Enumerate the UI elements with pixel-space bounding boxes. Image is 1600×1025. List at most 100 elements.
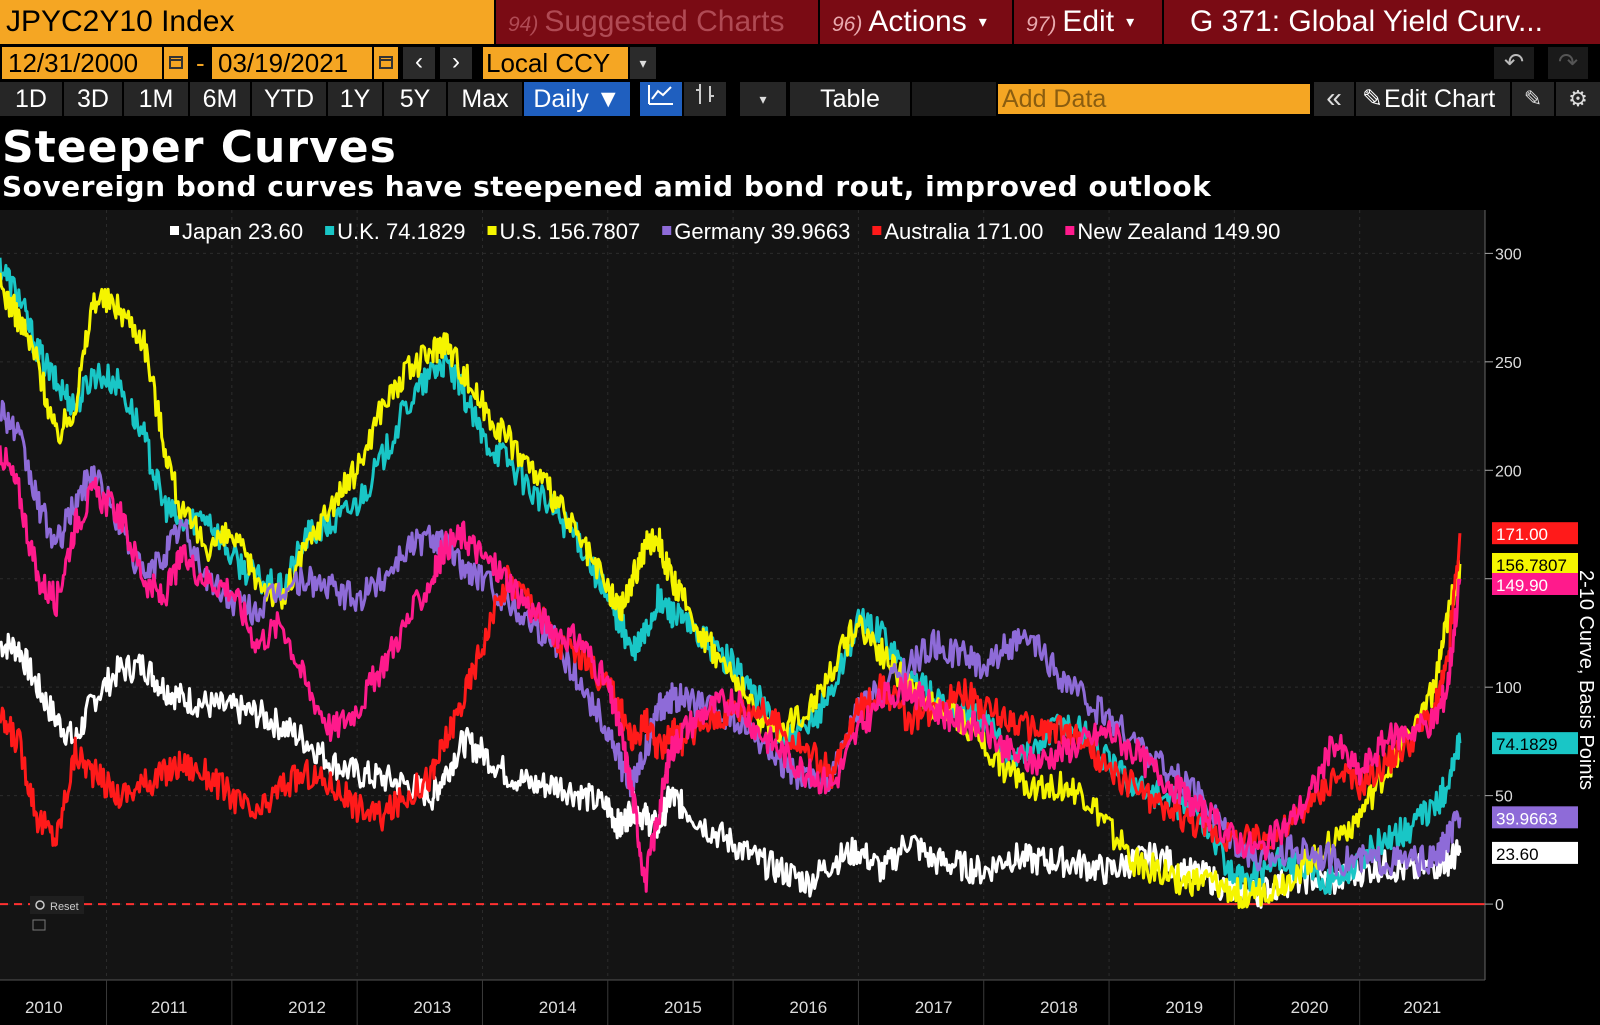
last-value-label: 23.60 — [1496, 845, 1539, 864]
y-tick-label: 50 — [1495, 789, 1513, 806]
legend-swatch — [662, 226, 672, 235]
edit-chart-label: Edit Chart — [1384, 85, 1496, 113]
legend-swatch — [325, 226, 335, 235]
period-1y[interactable]: 1Y — [328, 82, 382, 116]
actions-menu[interactable]: 96) Actions ▾ — [820, 0, 1012, 44]
legend-entry: Australia 171.00 — [884, 219, 1043, 244]
period-ytd[interactable]: YTD — [252, 82, 326, 116]
x-tick-label: 2018 — [1040, 998, 1078, 1017]
undo-button[interactable]: ↶ — [1494, 47, 1534, 79]
start-date-field[interactable]: 12/31/2000 — [2, 47, 162, 79]
series-lines — [0, 257, 1462, 909]
checkbox-icon[interactable] — [32, 919, 46, 931]
x-tick-label: 2014 — [539, 998, 577, 1017]
x-tick-label: 2017 — [915, 998, 953, 1017]
last-value-badge — [1492, 732, 1578, 755]
chevron-down-icon: ▾ — [1126, 14, 1135, 31]
last-value-label: 39.9663 — [1496, 809, 1557, 828]
legend: Japan 23.60 U.K. 74.1829 U.S. 156.7807 Germ… — [170, 219, 1280, 244]
redo-button[interactable]: ↷ — [1548, 47, 1588, 79]
edit-number: 97) — [1026, 13, 1057, 36]
y-tick-label: 0 — [1495, 897, 1504, 914]
last-value-label: 171.00 — [1496, 525, 1548, 544]
x-tick-label: 2020 — [1291, 998, 1329, 1017]
last-value-badge — [1492, 552, 1578, 575]
chart-type-dropdown[interactable]: ▾ — [740, 82, 786, 116]
series-line-u-s- — [0, 272, 1462, 909]
legend-entry: New Zealand 149.90 — [1077, 219, 1280, 244]
last-value-label: 149.90 — [1496, 576, 1548, 595]
spacer — [912, 82, 996, 116]
suggested-charts-label: Suggested Charts — [544, 5, 785, 38]
period-3d[interactable]: 3D — [64, 82, 122, 116]
period-6m[interactable]: 6M — [190, 82, 250, 116]
x-tick-label: 2015 — [664, 998, 702, 1017]
y-axis: 050100150200250300 — [1484, 210, 1522, 980]
legend-swatch — [487, 226, 497, 235]
last-value-badge — [1492, 806, 1578, 829]
date-range-bar: 12/31/2000 - 03/19/2021 ‹ › Local CCY ▾ … — [0, 44, 1600, 80]
previous-period-button[interactable]: ‹ — [403, 47, 435, 79]
currency-select[interactable]: Local CCY — [483, 47, 628, 79]
series-line-new-zealand — [0, 445, 1462, 893]
end-date-field[interactable]: 03/19/2021 — [212, 47, 372, 79]
reset-control[interactable]: Reset — [30, 896, 84, 931]
suggested-charts-number: 94) — [508, 13, 539, 36]
last-value-label: 156.7807 — [1496, 556, 1567, 575]
chevron-down-icon: ▾ — [978, 14, 987, 31]
x-axis: 2010 2011 2012 2013 2014 2015 2016 2017 2018 2019… — [0, 979, 1485, 1025]
last-value-label: 74.1829 — [1496, 735, 1557, 754]
edit-label: Edit — [1062, 5, 1115, 38]
last-value-badge — [1492, 522, 1578, 545]
calendar-icon[interactable] — [164, 47, 188, 79]
annotate-icon[interactable]: ✎ — [1512, 82, 1554, 116]
collapse-icon[interactable]: « — [1314, 82, 1354, 116]
x-tick-label: 2019 — [1165, 998, 1203, 1017]
legend-swatch — [1065, 226, 1075, 235]
legend-entry: Japan 23.60 — [182, 219, 303, 244]
reset-icon — [35, 900, 45, 910]
period-max[interactable]: Max — [448, 82, 522, 116]
chart-title: Steeper Curves — [2, 122, 397, 173]
last-value-badge — [1492, 572, 1578, 595]
yield-curve-chart: Japan 23.60 U.K. 74.1829 U.S. 156.7807 Germ… — [0, 210, 1597, 1025]
x-tick-label: 2016 — [789, 998, 827, 1017]
x-tick-label: 2010 — [25, 998, 63, 1017]
gear-icon[interactable]: ⚙ — [1556, 82, 1600, 116]
y-axis-label: 2-10 Curve, Basis Points — [1575, 570, 1597, 790]
suggested-charts-button[interactable]: 94) Suggested Charts — [496, 0, 818, 44]
edit-menu[interactable]: 97) Edit ▾ — [1014, 0, 1162, 44]
period-1m[interactable]: 1M — [124, 82, 188, 116]
edit-chart-button[interactable]: ✎Edit Chart — [1356, 82, 1510, 116]
legend-entry: Germany 39.9663 — [674, 219, 850, 244]
add-data-input[interactable]: Add Data — [998, 84, 1310, 114]
legend-entry: U.K. 74.1829 — [337, 219, 465, 244]
calendar-icon[interactable] — [374, 47, 398, 79]
x-axis-band — [0, 980, 1485, 1025]
x-tick-label: 2013 — [413, 998, 451, 1017]
table-button[interactable]: Table — [790, 82, 910, 116]
y-tick-label: 250 — [1495, 355, 1522, 372]
frequency-select[interactable]: Daily ▼ — [524, 82, 630, 116]
period-1d[interactable]: 1D — [0, 82, 62, 116]
next-period-button[interactable]: › — [440, 47, 472, 79]
y-tick-label: 300 — [1495, 246, 1522, 263]
bar-chart-icon[interactable] — [684, 82, 726, 116]
legend-swatch — [872, 226, 882, 235]
pencil-icon: ✎ — [1362, 85, 1383, 113]
x-tick-label: 2012 — [288, 998, 326, 1017]
period-bar: 1D 3D 1M 6M YTD 1Y 5Y Max Daily ▼ ▾ Tabl… — [0, 80, 1600, 118]
x-tick-label: 2011 — [151, 998, 188, 1017]
actions-label: Actions — [868, 5, 967, 38]
actions-number: 96) — [832, 13, 863, 36]
chart-title-tab[interactable]: G 371: Global Yield Curv... — [1164, 0, 1600, 44]
chevron-down-icon[interactable]: ▾ — [630, 47, 656, 79]
series-line-germany — [0, 399, 1462, 878]
period-5y[interactable]: 5Y — [384, 82, 446, 116]
command-bar: JPYC2Y10 Index 94) Suggested Charts 96) Ac… — [0, 0, 1600, 44]
chart-subtitle: Sovereign bond curves have steepened ami… — [2, 170, 1212, 203]
ticker-field[interactable]: JPYC2Y10 Index — [0, 0, 494, 44]
line-chart-icon[interactable] — [640, 82, 682, 116]
y-tick-label: 200 — [1495, 463, 1522, 480]
range-separator: - — [196, 48, 205, 78]
